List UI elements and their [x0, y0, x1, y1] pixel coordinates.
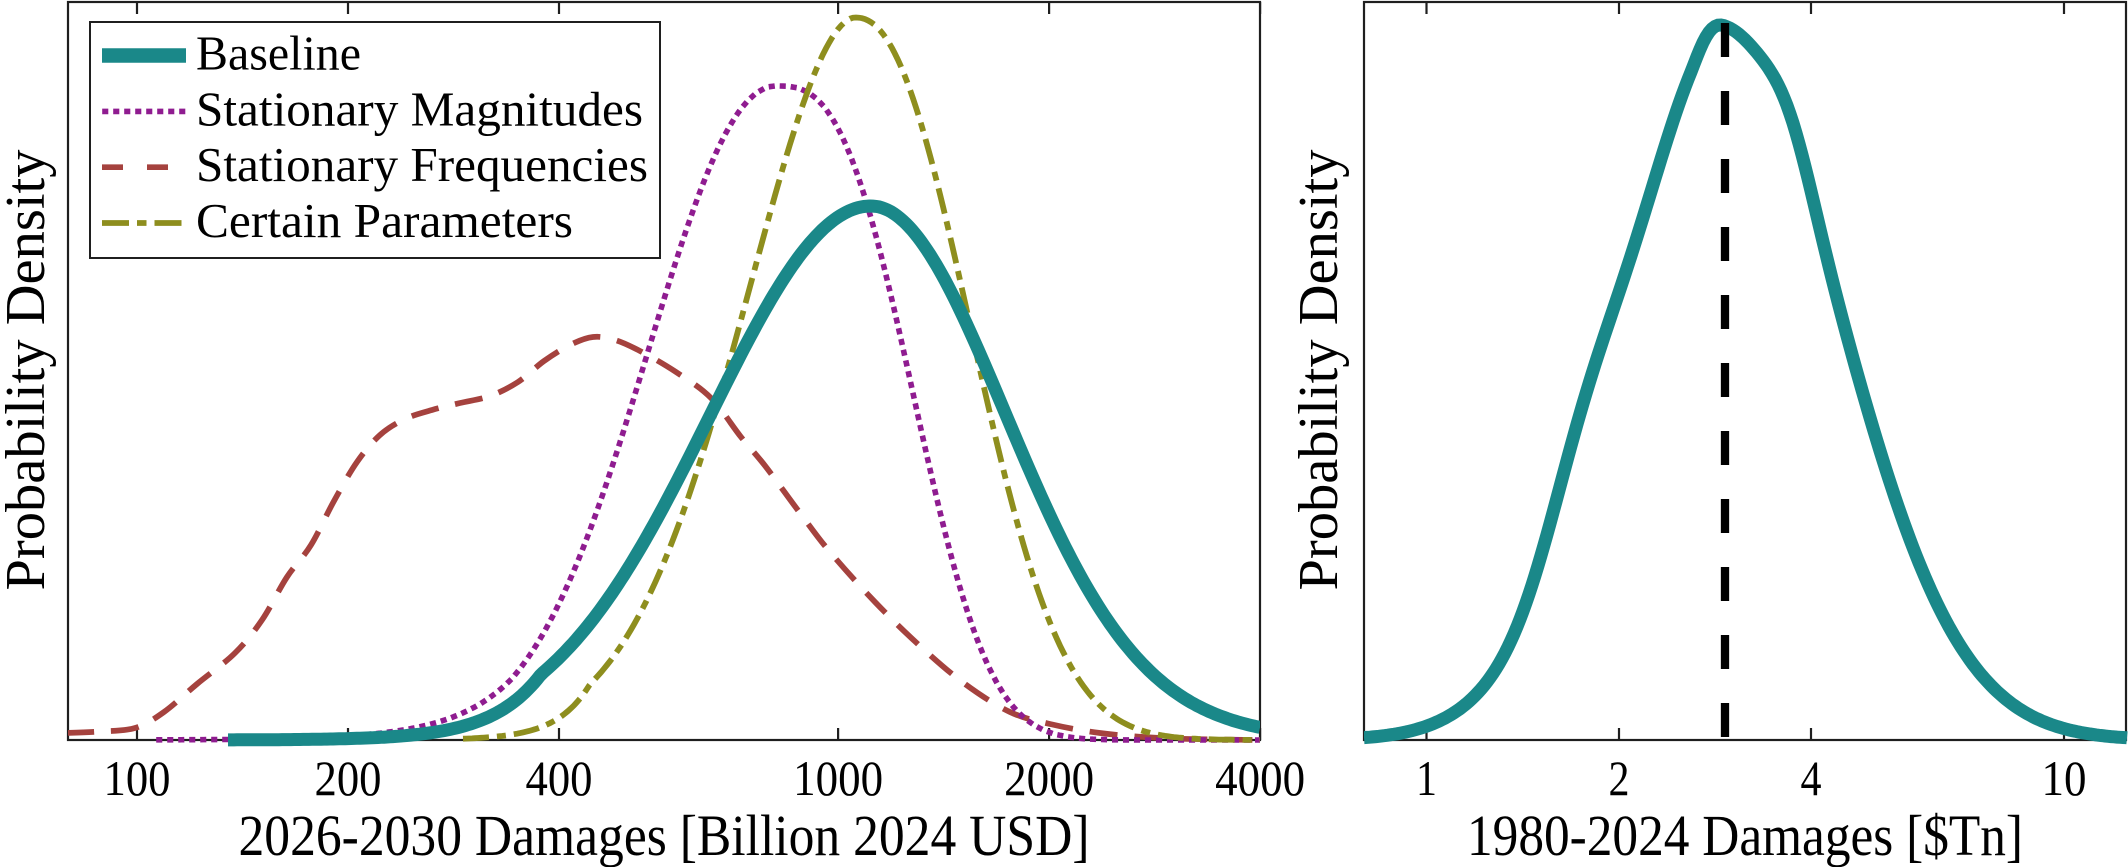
- svg-text:Certain Parameters: Certain Parameters: [196, 193, 573, 248]
- svg-text:400: 400: [526, 750, 593, 806]
- svg-text:1: 1: [1416, 750, 1437, 806]
- svg-text:Baseline: Baseline: [196, 26, 361, 81]
- svg-text:2: 2: [1609, 750, 1630, 806]
- svg-text:Probability Density: Probability Density: [1288, 150, 1350, 591]
- svg-text:1000: 1000: [793, 750, 883, 806]
- svg-text:4: 4: [1801, 750, 1822, 806]
- svg-text:10: 10: [2042, 750, 2087, 806]
- svg-text:1980-2024 Damages [$Tn]: 1980-2024 Damages [$Tn]: [1467, 803, 2023, 867]
- svg-text:Stationary Magnitudes: Stationary Magnitudes: [196, 81, 643, 136]
- svg-text:4000: 4000: [1215, 750, 1305, 806]
- svg-text:100: 100: [104, 750, 171, 806]
- svg-text:Stationary Frequencies: Stationary Frequencies: [196, 137, 648, 192]
- svg-text:2000: 2000: [1004, 750, 1094, 806]
- svg-text:Probability Density: Probability Density: [0, 150, 57, 591]
- svg-text:200: 200: [315, 750, 382, 806]
- svg-text:2026-2030 Damages [Billion 202: 2026-2030 Damages [Billion 2024 USD]: [239, 803, 1090, 867]
